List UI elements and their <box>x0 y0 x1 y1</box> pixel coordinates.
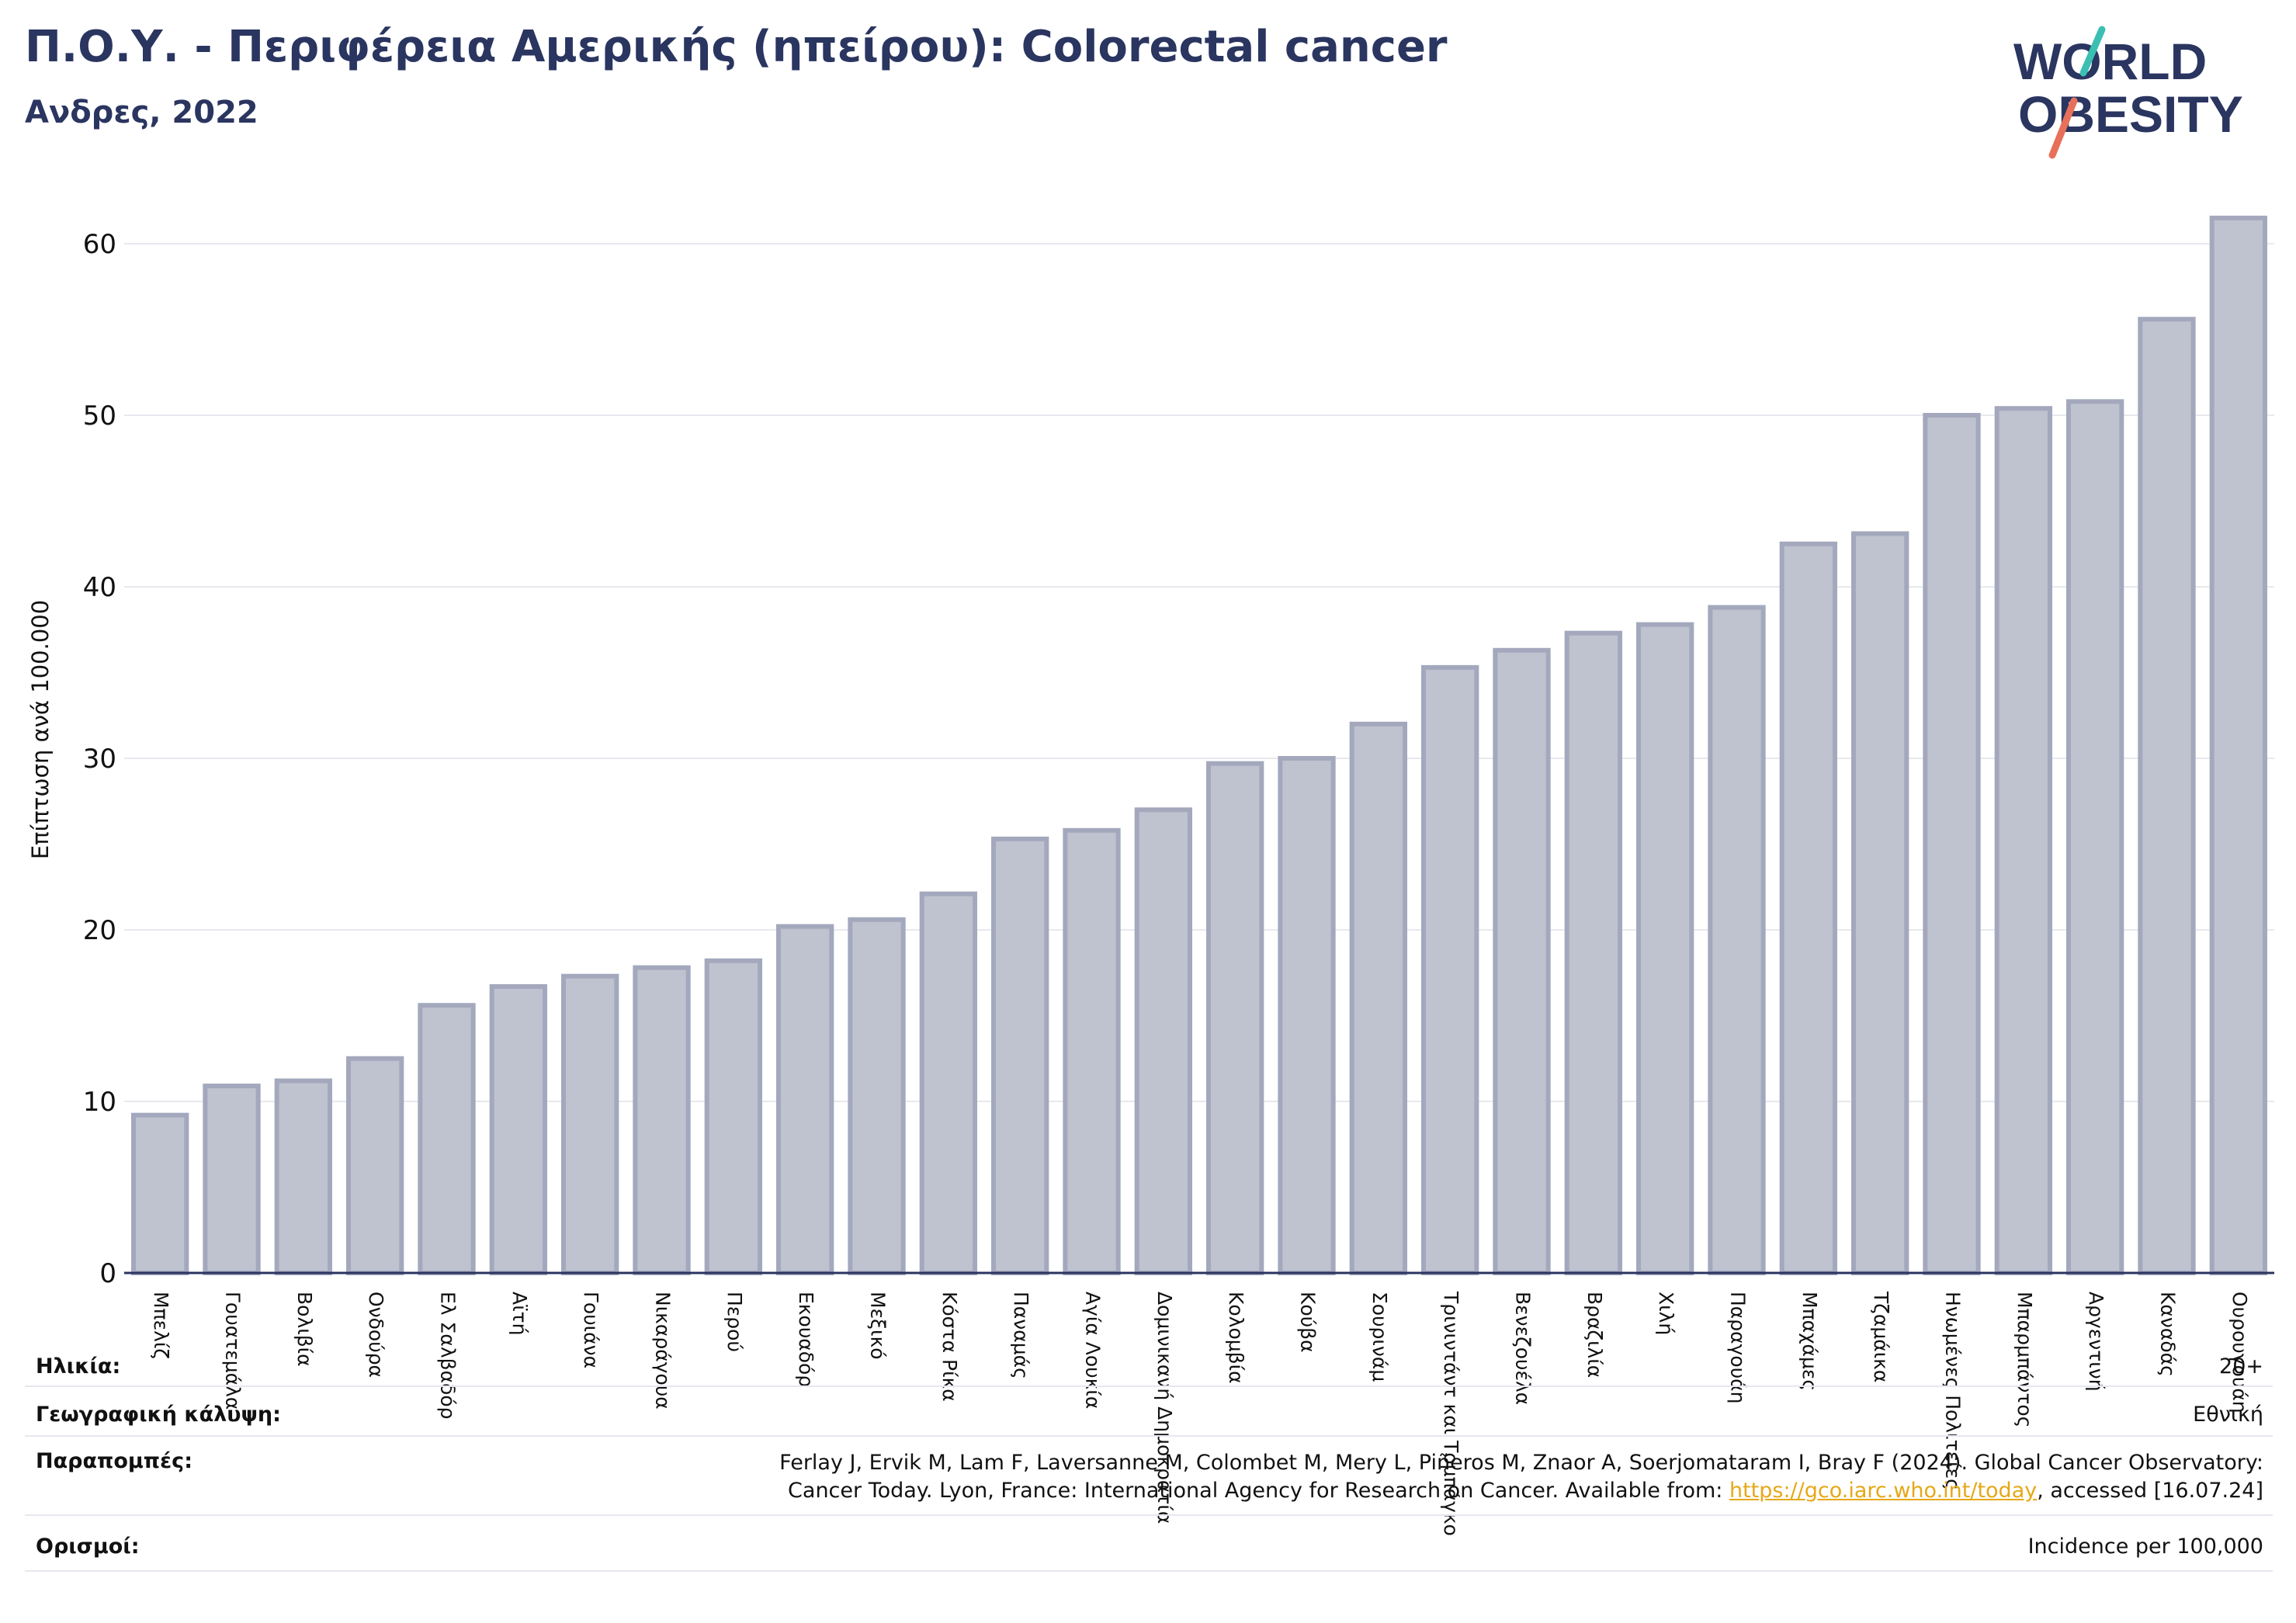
x-tick-label: Παραγουάη <box>1727 1292 1750 1404</box>
x-tick-label: Δομινικανή Δημοκρατία <box>1153 1292 1176 1524</box>
bar <box>274 1078 332 1275</box>
bar <box>1708 605 1766 1275</box>
bar <box>489 983 547 1276</box>
coverage-label: Γεωγραφική κάλυψη: <box>36 1403 281 1427</box>
bars <box>131 215 2267 1276</box>
definitions-value: Incidence per 100,000 <box>2027 1535 2263 1559</box>
bar <box>1493 647 1551 1275</box>
x-tick-label: Ονδούρα <box>365 1292 387 1378</box>
page-subtitle: Ανδρες, 2022 <box>25 95 258 130</box>
x-tick-label: Παναμάς <box>1010 1292 1032 1379</box>
grid-lines <box>124 243 2274 1102</box>
x-tick-label: Γουατεμάλα <box>222 1292 245 1410</box>
bar <box>418 1003 476 1275</box>
bar <box>1063 827 1121 1275</box>
y-tick-label: 20 <box>83 915 116 946</box>
bar <box>1421 664 1479 1275</box>
bar <box>1851 531 1909 1275</box>
info-row-age: Ηλικία: 20+ <box>25 1337 2273 1387</box>
y-tick-label: 40 <box>83 572 116 603</box>
world-obesity-logo: WORLD OBESITY <box>2013 26 2243 159</box>
x-tick-label: Κούβα <box>1297 1292 1320 1353</box>
x-tick-label: Τζαμάικα <box>1870 1291 1892 1382</box>
x-tick-label: Αϊτή <box>508 1292 531 1335</box>
page-title: Π.Ο.Υ. - Περιφέρεια Αμερικής (ηπείρου): … <box>25 22 1448 72</box>
bar <box>1206 761 1264 1275</box>
bar <box>131 1112 189 1276</box>
x-tick-label: Βολιβία <box>293 1292 316 1367</box>
bar <box>991 836 1049 1275</box>
bar <box>1636 622 1694 1275</box>
bar <box>2066 399 2124 1276</box>
bar <box>1994 406 2052 1275</box>
bar <box>633 965 691 1275</box>
x-tick-label: Χιλή <box>1655 1292 1677 1335</box>
bar <box>1923 413 1981 1275</box>
references-line-2: Cancer Today. Lyon, France: Internationa… <box>788 1479 1729 1503</box>
logo-slash-teal <box>2079 26 2106 77</box>
y-tick-label: 60 <box>83 229 116 260</box>
logo-line-1: WORLD <box>2013 33 2207 90</box>
x-tick-label: Σουρινάμ <box>1368 1292 1391 1382</box>
x-tick-label: Καναδάς <box>2157 1292 2180 1377</box>
bar <box>1564 630 1622 1275</box>
logo-line-2: OBESITY <box>2018 85 2243 143</box>
info-row-definitions: Ορισμοί: Incidence per 100,000 <box>25 1516 2273 1572</box>
y-tick-label: 30 <box>83 744 116 775</box>
references-value: Ferlay J, Ervik M, Lam F, Laversanne M, … <box>779 1449 2263 1505</box>
bar <box>346 1056 404 1275</box>
x-tick-label: Ελ Σαλβαδόρ <box>437 1292 460 1420</box>
x-tick-label: Μεξικό <box>867 1292 890 1360</box>
x-tick-label: Τρινιντάντ και Τομπάγκο <box>1440 1291 1462 1536</box>
x-tick-labels: Μπελίζ Γουατεμάλα Βολιβία Ονδούρα Ελ Σαλβαδό… <box>150 1291 2251 1536</box>
x-tick-label: Εκουαδόρ <box>795 1292 817 1387</box>
x-tick-label: Ηνωμένες Πολιτείες <box>1942 1292 1965 1490</box>
x-tick-label: Περού <box>723 1292 746 1352</box>
references-line-1: Ferlay J, Ervik M, Lam F, Laversanne M, … <box>779 1451 2263 1475</box>
x-tick-label: Μπελίζ <box>150 1292 172 1359</box>
x-tick-label: Βραζιλία <box>1583 1292 1606 1378</box>
bar <box>776 924 834 1275</box>
x-tick-label: Αγία Λουκία <box>1082 1292 1105 1409</box>
y-tick-label: 0 <box>99 1258 116 1289</box>
bar <box>919 891 977 1275</box>
y-tick-label: 10 <box>83 1087 116 1118</box>
x-tick-label: Νικαράγουα <box>652 1292 675 1410</box>
coverage-value: Εθνική <box>2193 1403 2263 1427</box>
bar <box>848 917 906 1275</box>
references-accessed: , accessed [16.07.24] <box>2037 1479 2263 1503</box>
info-row-references: Παραπομπές: Ferlay J, Ervik M, Lam F, La… <box>25 1437 2273 1516</box>
bar <box>1779 541 1837 1275</box>
bar <box>1349 721 1407 1275</box>
info-row-coverage: Γεωγραφική κάλυψη: Εθνική <box>25 1387 2273 1437</box>
bar <box>1278 756 1336 1275</box>
age-value: 20+ <box>2219 1354 2263 1379</box>
bar <box>1134 807 1192 1276</box>
bar <box>704 958 762 1276</box>
y-tick-label: 50 <box>83 401 116 432</box>
logo-slash-coral <box>2048 97 2078 159</box>
definitions-label: Ορισμοί: <box>36 1535 140 1559</box>
bar <box>561 973 619 1276</box>
x-tick-label: Μπαρμπάντος <box>2013 1292 2036 1427</box>
y-tick-labels: 0 10 20 30 40 50 60 <box>83 229 116 1289</box>
y-axis-label: Επίπτωση ανά 100.000 <box>27 600 54 859</box>
age-label: Ηλικία: <box>36 1354 121 1379</box>
bar <box>203 1084 261 1275</box>
references-link[interactable]: https://gco.iarc.who.int/today <box>1729 1479 2038 1503</box>
x-tick-label: Μπαχάμες <box>1798 1292 1821 1391</box>
x-tick-label: Ουρουγουάη <box>2228 1292 2251 1413</box>
bar <box>2138 317 2196 1275</box>
references-label: Παραπομπές: <box>36 1449 192 1473</box>
bar <box>2209 215 2267 1276</box>
x-tick-label: Κόστα Ρίκα <box>938 1292 961 1402</box>
x-tick-label: Γουιάνα <box>580 1292 602 1368</box>
x-tick-label: Κολομβία <box>1225 1292 1247 1384</box>
x-tick-label: Αργεντινή <box>2085 1292 2107 1392</box>
